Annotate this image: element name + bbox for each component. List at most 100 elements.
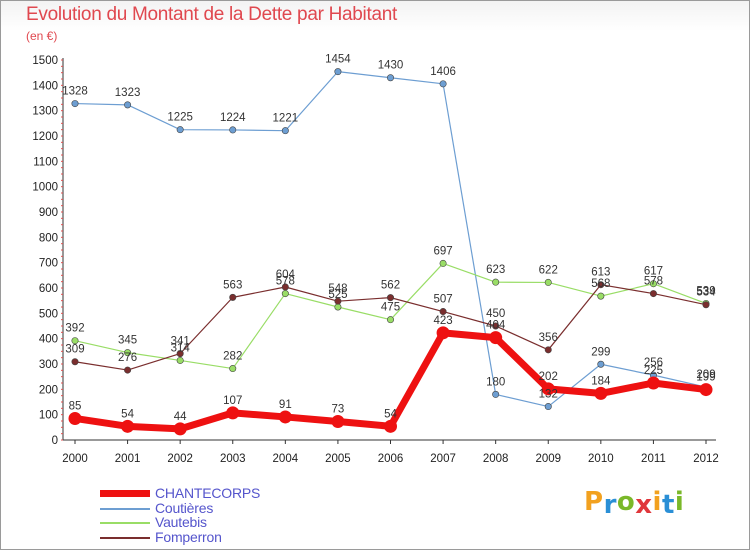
data-point xyxy=(229,126,237,134)
data-point xyxy=(699,383,713,397)
data-label: 225 xyxy=(644,365,663,377)
y-tick-label: 1300 xyxy=(32,106,58,118)
y-tick-label: 100 xyxy=(39,410,58,422)
legend-swatch xyxy=(100,522,150,524)
x-tick-label: 2010 xyxy=(588,453,614,465)
x-tick-label: 2001 xyxy=(115,453,141,465)
x-tick-label: 2000 xyxy=(62,453,88,465)
data-point xyxy=(124,349,132,357)
x-tick-label: 2008 xyxy=(483,453,509,465)
data-label: 345 xyxy=(118,335,137,347)
data-point xyxy=(176,126,184,134)
data-label: 1224 xyxy=(220,112,246,124)
data-point xyxy=(176,356,184,364)
x-tick-label: 2002 xyxy=(167,453,193,465)
data-label: 202 xyxy=(539,371,558,383)
data-point xyxy=(544,278,552,286)
data-point xyxy=(121,419,135,433)
y-tick-label: 400 xyxy=(39,334,58,346)
data-label: 534 xyxy=(696,287,716,299)
data-point xyxy=(71,358,79,366)
data-label: 525 xyxy=(328,289,347,301)
x-tick-label: 2004 xyxy=(273,453,299,465)
data-label: 623 xyxy=(486,264,505,276)
data-point xyxy=(594,386,608,400)
data-point xyxy=(334,303,342,311)
data-point xyxy=(492,322,500,330)
data-point xyxy=(649,290,657,298)
y-tick-label: 900 xyxy=(39,207,58,219)
data-label: 1323 xyxy=(115,87,141,99)
proxiti-logo: Proxiti xyxy=(584,487,685,520)
data-label: 180 xyxy=(486,376,505,388)
data-label: 548 xyxy=(328,283,347,295)
data-label: 617 xyxy=(644,266,663,278)
data-point xyxy=(278,410,292,424)
data-label: 54 xyxy=(121,408,134,420)
data-point xyxy=(597,360,605,368)
data-label: 1406 xyxy=(430,66,456,78)
data-point xyxy=(544,403,552,411)
legend-label: CHANTECORPS xyxy=(155,485,261,501)
x-tick-label: 2006 xyxy=(378,453,404,465)
data-label: 578 xyxy=(644,276,663,288)
data-point xyxy=(226,406,240,420)
data-point xyxy=(124,366,132,374)
x-tick-label: 2003 xyxy=(220,453,246,465)
data-label: 578 xyxy=(276,276,295,288)
data-label: 604 xyxy=(276,269,296,281)
data-point xyxy=(71,337,79,345)
y-tick-label: 1400 xyxy=(32,80,58,92)
data-point xyxy=(597,281,605,289)
data-label: 563 xyxy=(223,279,242,291)
data-label: 341 xyxy=(171,336,190,348)
data-label: 91 xyxy=(279,399,292,411)
data-label: 423 xyxy=(433,315,452,327)
data-label: 132 xyxy=(539,389,558,401)
data-label: 256 xyxy=(644,357,663,369)
data-point xyxy=(384,419,397,433)
data-point xyxy=(68,411,82,425)
data-point xyxy=(176,350,184,358)
data-point xyxy=(331,415,345,429)
chart-subtitle: (en €) xyxy=(26,29,58,43)
y-tick-label: 500 xyxy=(39,308,58,320)
data-point xyxy=(646,376,660,390)
chart-title: Evolution du Montant de la Dette par Hab… xyxy=(26,4,397,25)
data-point xyxy=(386,316,394,324)
x-tick-label: 2009 xyxy=(535,453,561,465)
data-label: 1221 xyxy=(273,113,299,125)
data-label: 1328 xyxy=(62,86,88,98)
data-label: 562 xyxy=(381,280,400,292)
data-label: 44 xyxy=(174,411,187,423)
data-label: 392 xyxy=(65,323,84,335)
data-point xyxy=(439,308,447,316)
logo-letter: i xyxy=(674,487,685,517)
data-point xyxy=(281,290,289,298)
data-label: 73 xyxy=(332,404,345,416)
y-tick-label: 300 xyxy=(39,359,58,371)
y-tick-label: 1100 xyxy=(33,156,58,168)
data-label: 282 xyxy=(223,351,242,363)
data-label: 539 xyxy=(696,285,715,297)
logo-letter: t xyxy=(661,490,675,520)
data-point xyxy=(597,292,605,300)
data-label: 85 xyxy=(69,400,82,412)
data-label: 276 xyxy=(118,352,137,364)
logo-letter: o xyxy=(616,487,636,517)
legend-label: Vautebis xyxy=(155,514,207,530)
data-point xyxy=(124,101,132,109)
y-tick-label: 1200 xyxy=(32,131,58,143)
data-point xyxy=(386,74,394,82)
data-label: 356 xyxy=(539,332,558,344)
data-label: 209 xyxy=(696,369,715,381)
data-point xyxy=(71,100,79,108)
data-label: 184 xyxy=(591,375,611,387)
data-point xyxy=(229,293,237,301)
logo-letter: P xyxy=(584,487,604,517)
x-tick-label: 2007 xyxy=(430,453,456,465)
data-point xyxy=(649,280,657,288)
data-label: 107 xyxy=(223,395,242,407)
